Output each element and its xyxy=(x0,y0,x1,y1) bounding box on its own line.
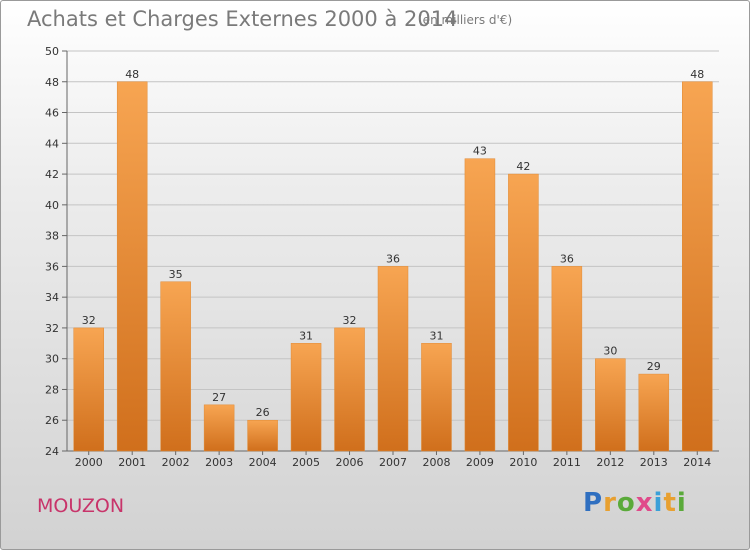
bar-2007 xyxy=(377,266,409,452)
data-label: 30 xyxy=(603,345,617,358)
data-label: 27 xyxy=(212,391,226,404)
logo-letter: o xyxy=(616,488,636,518)
bar-2013 xyxy=(638,373,670,452)
data-label: 31 xyxy=(299,329,313,342)
bar-2011 xyxy=(551,266,583,452)
y-tick-label: 34 xyxy=(45,291,59,304)
bar-2014 xyxy=(682,81,713,452)
proxiti-logo: Proxiti xyxy=(583,488,687,518)
y-tick-label: 38 xyxy=(45,230,59,243)
bars xyxy=(73,81,713,452)
data-label: 32 xyxy=(82,314,96,327)
y-tick-label: 32 xyxy=(45,322,59,335)
logo-letter: P xyxy=(583,488,604,518)
y-tick-label: 28 xyxy=(45,383,59,396)
logo-letter: i xyxy=(653,488,664,518)
bar-2004 xyxy=(247,419,278,452)
x-tick-label: 2002 xyxy=(162,456,190,469)
x-tick-label: 2000 xyxy=(75,456,103,469)
logo-letter: t xyxy=(663,488,677,518)
data-label: 35 xyxy=(169,268,183,281)
x-tick-label: 2009 xyxy=(466,456,494,469)
x-tick-label: 2001 xyxy=(118,456,146,469)
x-tick-label: 2013 xyxy=(640,456,668,469)
x-tick-label: 2012 xyxy=(596,456,624,469)
data-label: 31 xyxy=(429,329,443,342)
x-tick-label: 2008 xyxy=(422,456,450,469)
y-tick-label: 24 xyxy=(45,445,59,458)
chart-title: Achats et Charges Externes 2000 à 2014 xyxy=(27,7,458,31)
bar-2006 xyxy=(334,327,365,452)
x-tick-label: 2010 xyxy=(509,456,537,469)
x-tick-label: 2011 xyxy=(553,456,581,469)
logo-letter: x xyxy=(635,488,654,518)
bar-2009 xyxy=(464,158,496,452)
commune-name: MOUZON xyxy=(37,495,125,517)
bar-2010 xyxy=(508,173,539,452)
x-tick-label: 2014 xyxy=(683,456,711,469)
bar-2003 xyxy=(203,404,235,452)
y-tick-label: 46 xyxy=(45,107,59,120)
data-label: 36 xyxy=(560,252,574,265)
y-tick-label: 26 xyxy=(45,414,59,427)
x-tick-label: 2005 xyxy=(292,456,320,469)
x-tick-label: 2004 xyxy=(249,456,277,469)
y-tick-label: 44 xyxy=(45,137,59,150)
data-label: 48 xyxy=(125,68,139,81)
data-label: 42 xyxy=(516,160,530,173)
bar-2000 xyxy=(73,327,104,452)
chart-subtitle: (en milliers d'€) xyxy=(418,13,513,27)
x-tick-label: 2007 xyxy=(379,456,407,469)
y-tick-label: 40 xyxy=(45,199,59,212)
logo-letter: r xyxy=(603,488,617,518)
logo-letter: i xyxy=(676,488,687,518)
y-tick-label: 36 xyxy=(45,260,59,273)
data-label: 43 xyxy=(473,145,487,158)
bar-2008 xyxy=(421,343,452,452)
x-tick-label: 2006 xyxy=(336,456,364,469)
bar-2001 xyxy=(116,81,148,452)
x-tick-label: 2003 xyxy=(205,456,233,469)
y-tick-label: 30 xyxy=(45,353,59,366)
labels: 24 26 28 30 32 34 36 38 40 42 44 46 48 50 2000 32 2001 48… xyxy=(45,45,711,469)
data-label: 32 xyxy=(343,314,357,327)
bar-2005 xyxy=(290,343,322,452)
y-tick-label: 42 xyxy=(45,168,59,181)
bar-2002 xyxy=(160,281,191,452)
data-label: 48 xyxy=(690,68,704,81)
data-label: 36 xyxy=(386,252,400,265)
bar-2012 xyxy=(595,358,626,452)
y-tick-label: 50 xyxy=(45,45,59,58)
data-label: 26 xyxy=(256,406,270,419)
y-tick-label: 48 xyxy=(45,76,59,89)
data-label: 29 xyxy=(647,360,661,373)
